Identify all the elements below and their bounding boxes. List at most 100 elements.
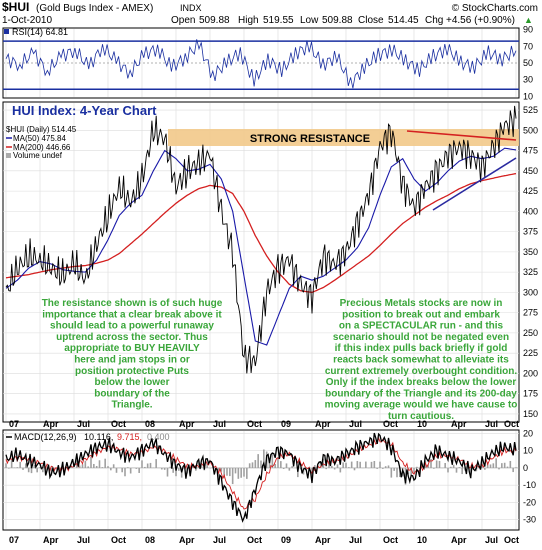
x-axis-label: Jul [485, 419, 498, 429]
price-legend: $HUI (Daily) 514.45 MA(50) 475.84 MA(200… [6, 125, 77, 160]
chart-title: HUI Index: 4-Year Chart [12, 103, 157, 118]
annotation-left-line: uptrend across the sector. Thus [56, 332, 208, 343]
index-name: (Gold Bugs Index - AMEX) [36, 3, 153, 14]
macd-tick-label: -30 [523, 515, 536, 525]
annotation-left-line: here and jam stops in or [74, 355, 190, 366]
price-tick-label: 225 [523, 348, 538, 358]
x-axis-label: Apr [451, 419, 467, 429]
x-axis-label: Apr [43, 419, 59, 429]
x-axis-label: Oct [111, 535, 126, 545]
exchange-label: INDX [180, 3, 202, 13]
annotation-left: The resistance shown is of such hugeimpo… [42, 298, 223, 411]
annotation-right-line: on a SPECTACULAR run - and this [339, 321, 504, 332]
macd-tick-label: 10 [523, 446, 533, 456]
macd-signal-line [5, 436, 517, 510]
annotation-right-line: position to break out and embark [342, 309, 500, 320]
open-label: Open [171, 15, 195, 26]
x-axis-label: 10 [417, 419, 427, 429]
annotation-right-line: reacts back somewhat to alleviate its [333, 355, 509, 366]
hui-price-line [5, 105, 517, 374]
x-axis-label: Apr [451, 535, 467, 545]
triangle-upper-boundary [406, 130, 517, 141]
high-value: 519.55 [263, 15, 294, 26]
chg-value: +4.56 (+0.90%) [446, 15, 515, 26]
hui-legend: $HUI (Daily) 514.45 [6, 125, 77, 134]
price-tick-label: 350 [523, 247, 538, 257]
price-panel: STRONG RESISTANCE HUI Index: 4-Year Char… [2, 101, 538, 423]
x-axis-label: 10 [417, 535, 427, 545]
signal-value: 9.715, [117, 432, 142, 442]
annotation-left-line: importance that a clear break above it [42, 309, 222, 320]
x-axis-label: Jul [485, 535, 498, 545]
x-axis-label: Apr [43, 535, 59, 545]
annotation-left-line: appropriate to BUY HEAVILY [64, 343, 200, 354]
annotation-right-line: current extremely overbought condition. [325, 366, 517, 377]
price-tick-label: 200 [523, 368, 538, 378]
annotation-right-line: if this index pulls back briefly if gold [335, 343, 508, 354]
chart-date: 1-Oct-2010 [2, 15, 52, 26]
annotation-left-line: should lead to a powerful runaway [50, 321, 214, 332]
price-tick-label: 325 [523, 267, 538, 277]
x-axis-label: Jul [77, 535, 90, 545]
close-label: Close [358, 15, 384, 26]
volume-legend-swatch [6, 153, 11, 158]
annotation-right-line: Only if the index breaks below the lower [326, 377, 517, 388]
price-tick-label: 375 [523, 227, 538, 237]
macd-tick-label: -20 [523, 497, 536, 507]
copyright: © StockCharts.com [452, 3, 538, 14]
low-label: Low [300, 15, 319, 26]
x-axis-label: Oct [383, 419, 398, 429]
open-value: 509.88 [199, 15, 230, 26]
close-value: 514.45 [388, 15, 419, 26]
x-axis-label: Oct [504, 535, 519, 545]
annotation-right: Precious Metals stocks are now inpositio… [325, 298, 518, 422]
x-axis-label: 09 [281, 535, 291, 545]
x-axis-label: 08 [145, 535, 155, 545]
ticker-symbol: $HUI [2, 0, 29, 14]
resistance-label: STRONG RESISTANCE [250, 133, 370, 145]
price-tick-label: 450 [523, 166, 538, 176]
macd-legend-label: MACD(12,26,9) [14, 432, 77, 442]
price-tick-label: 400 [523, 206, 538, 216]
rsi-tick-label: 50 [523, 58, 533, 68]
rsi-tick-label: 90 [523, 25, 533, 35]
x-axis-label: Jul [213, 419, 226, 429]
rsi-tick-label: 10 [523, 91, 533, 101]
price-tick-label: 500 [523, 125, 538, 135]
price-tick-label: 150 [523, 409, 538, 419]
annotation-right-line: turn cautious. [388, 411, 454, 422]
x-axis-label: 08 [145, 419, 155, 429]
macd-panel: MACD(12,26,9) 10.116, 9.715, 0.400 -30 -2… [2, 428, 536, 531]
x-axis-label: Jul [213, 535, 226, 545]
x-axis-label: 07 [9, 535, 19, 545]
x-axis-label: Oct [504, 419, 519, 429]
rsi-legend-swatch [4, 29, 9, 34]
chg-up-icon: ▲ [524, 15, 533, 25]
rsi-tick-label: 30 [523, 75, 533, 85]
macd-tick-label: 0 [523, 463, 528, 473]
ma50-legend: MA(50) 475.84 [13, 134, 66, 143]
annotation-left-line: below the lower [94, 377, 169, 388]
rsi-tick-label: 70 [523, 41, 533, 51]
quote-line: Open 509.88 High 519.55 Low 509.88 Close… [171, 15, 533, 26]
low-value: 509.88 [322, 15, 353, 26]
annotation-right-line: moving average would we have cause to [325, 400, 518, 411]
price-tick-label: 300 [523, 287, 538, 297]
volume-legend: Volume undef [13, 151, 63, 160]
rsi-panel: RSI(14) 64.81 90 70 50 30 10 [2, 25, 533, 101]
x-axis-label: Jul [77, 419, 90, 429]
x-axis-label: Oct [247, 419, 262, 429]
chg-label: Chg [425, 15, 443, 26]
macd-value: 10.116, [84, 432, 113, 442]
x-axis-label: Oct [383, 535, 398, 545]
x-axis-label: Apr [179, 419, 195, 429]
x-axis-label: 09 [281, 419, 291, 429]
annotation-left-line: The resistance shown is of such huge [42, 298, 223, 309]
triangle-lower-boundary [432, 157, 517, 211]
macd-legend: MACD(12,26,9) 10.116, 9.715, 0.400 [6, 432, 170, 442]
annotation-right-line: Precious Metals stocks are now in [340, 298, 503, 309]
x-axis-label: Apr [315, 419, 331, 429]
price-tick-label: 525 [523, 105, 538, 115]
x-axis-label: Apr [315, 535, 331, 545]
